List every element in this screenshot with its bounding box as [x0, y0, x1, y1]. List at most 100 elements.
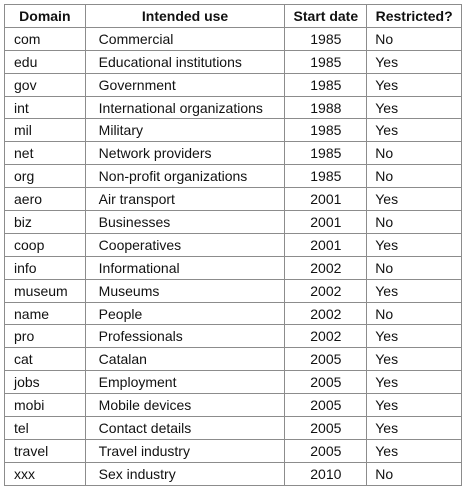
- cell-restricted: Yes: [366, 278, 462, 303]
- cell-intended-use: Travel industry: [84, 438, 286, 463]
- cell-start-date: 1985: [284, 49, 368, 74]
- table-row: xxx Sex industry 2010 No: [4, 461, 462, 486]
- cell-start-date: 2005: [284, 370, 368, 395]
- table-row: gov Government 1985 Yes: [4, 72, 462, 97]
- cell-domain: xxx: [4, 461, 86, 486]
- cell-start-date: 2005: [284, 416, 368, 440]
- cell-intended-use: Air transport: [84, 187, 286, 212]
- cell-domain: coop: [4, 232, 86, 257]
- cell-domain: tel: [4, 416, 86, 440]
- header-start-date: Start date: [284, 4, 368, 28]
- table-row: com Commercial 1985 No: [4, 26, 462, 51]
- table-row: mobi Mobile devices 2005 Yes: [4, 393, 462, 418]
- cell-start-date: 2002: [284, 255, 368, 280]
- cell-domain: edu: [4, 49, 86, 74]
- cell-restricted: Yes: [366, 232, 462, 257]
- table-row: pro Professionals 2002 Yes: [4, 324, 462, 349]
- cell-intended-use: Catalan: [84, 347, 286, 372]
- cell-domain: travel: [4, 438, 86, 463]
- cell-restricted: Yes: [366, 438, 462, 463]
- cell-start-date: 1985: [284, 72, 368, 97]
- cell-start-date: 2005: [284, 393, 368, 418]
- table-header: Domain Intended use Start date Restricte…: [4, 4, 462, 28]
- header-intended-use: Intended use: [84, 4, 286, 28]
- table-row: net Network providers 1985 No: [4, 141, 462, 166]
- table-row: edu Educational institutions 1985 Yes: [4, 49, 462, 74]
- cell-domain: cat: [4, 347, 86, 372]
- cell-intended-use: Professionals: [84, 324, 286, 349]
- cell-domain: org: [4, 164, 86, 189]
- cell-start-date: 2005: [284, 347, 368, 372]
- cell-restricted: Yes: [366, 49, 462, 74]
- header-domain: Domain: [4, 4, 86, 28]
- cell-intended-use: Non-profit organizations: [84, 164, 286, 189]
- cell-domain: gov: [4, 72, 86, 97]
- cell-start-date: 1985: [284, 118, 368, 143]
- cell-intended-use: Contact details: [84, 416, 286, 440]
- cell-intended-use: Government: [84, 72, 286, 97]
- cell-domain: jobs: [4, 370, 86, 395]
- cell-domain: info: [4, 255, 86, 280]
- cell-restricted: No: [366, 461, 462, 486]
- table-row: biz Businesses 2001 No: [4, 210, 462, 234]
- cell-restricted: Yes: [366, 72, 462, 97]
- cell-restricted: Yes: [366, 118, 462, 143]
- cell-intended-use: International organizations: [84, 95, 286, 120]
- cell-intended-use: Network providers: [84, 141, 286, 166]
- cell-intended-use: Employment: [84, 370, 286, 395]
- cell-restricted: No: [366, 255, 462, 280]
- domain-table: Domain Intended use Start date Restricte…: [4, 4, 462, 486]
- table-row: info Informational 2002 No: [4, 255, 462, 280]
- cell-restricted: Yes: [366, 347, 462, 372]
- cell-intended-use: Museums: [84, 278, 286, 303]
- cell-start-date: 1988: [284, 95, 368, 120]
- cell-start-date: 2010: [284, 461, 368, 486]
- table-row: coop Cooperatives 2001 Yes: [4, 232, 462, 257]
- cell-domain: com: [4, 26, 86, 51]
- cell-start-date: 1985: [284, 141, 368, 166]
- cell-restricted: Yes: [366, 324, 462, 349]
- cell-start-date: 1985: [284, 26, 368, 51]
- cell-domain: net: [4, 141, 86, 166]
- cell-intended-use: People: [84, 301, 286, 326]
- domain-table-container: Domain Intended use Start date Restricte…: [4, 4, 462, 486]
- table-row: tel Contact details 2005 Yes: [4, 416, 462, 440]
- cell-domain: name: [4, 301, 86, 326]
- table-row: jobs Employment 2005 Yes: [4, 370, 462, 395]
- cell-intended-use: Military: [84, 118, 286, 143]
- cell-start-date: 2001: [284, 210, 368, 234]
- cell-restricted: No: [366, 210, 462, 234]
- table-row: travel Travel industry 2005 Yes: [4, 438, 462, 463]
- cell-restricted: No: [366, 164, 462, 189]
- cell-intended-use: Commercial: [84, 26, 286, 51]
- cell-restricted: No: [366, 26, 462, 51]
- table-row: mil Military 1985 Yes: [4, 118, 462, 143]
- cell-start-date: 2002: [284, 301, 368, 326]
- cell-intended-use: Sex industry: [84, 461, 286, 486]
- cell-domain: pro: [4, 324, 86, 349]
- cell-intended-use: Cooperatives: [84, 232, 286, 257]
- cell-intended-use: Educational institutions: [84, 49, 286, 74]
- cell-restricted: Yes: [366, 416, 462, 440]
- cell-domain: mobi: [4, 393, 86, 418]
- cell-start-date: 2002: [284, 278, 368, 303]
- header-row: Domain Intended use Start date Restricte…: [4, 4, 462, 28]
- cell-start-date: 1985: [284, 164, 368, 189]
- cell-intended-use: Businesses: [84, 210, 286, 234]
- cell-domain: mil: [4, 118, 86, 143]
- cell-start-date: 2002: [284, 324, 368, 349]
- table-row: cat Catalan 2005 Yes: [4, 347, 462, 372]
- cell-domain: museum: [4, 278, 86, 303]
- table-row: int International organizations 1988 Yes: [4, 95, 462, 120]
- cell-start-date: 2001: [284, 187, 368, 212]
- table-body: com Commercial 1985 No edu Educational instit…: [4, 26, 462, 486]
- table-row: org Non-profit organizations 1985 No: [4, 164, 462, 189]
- header-restricted: Restricted?: [366, 4, 462, 28]
- cell-intended-use: Mobile devices: [84, 393, 286, 418]
- cell-restricted: No: [366, 301, 462, 326]
- cell-domain: int: [4, 95, 86, 120]
- cell-restricted: Yes: [366, 95, 462, 120]
- cell-start-date: 2005: [284, 438, 368, 463]
- table-row: name People 2002 No: [4, 301, 462, 326]
- cell-intended-use: Informational: [84, 255, 286, 280]
